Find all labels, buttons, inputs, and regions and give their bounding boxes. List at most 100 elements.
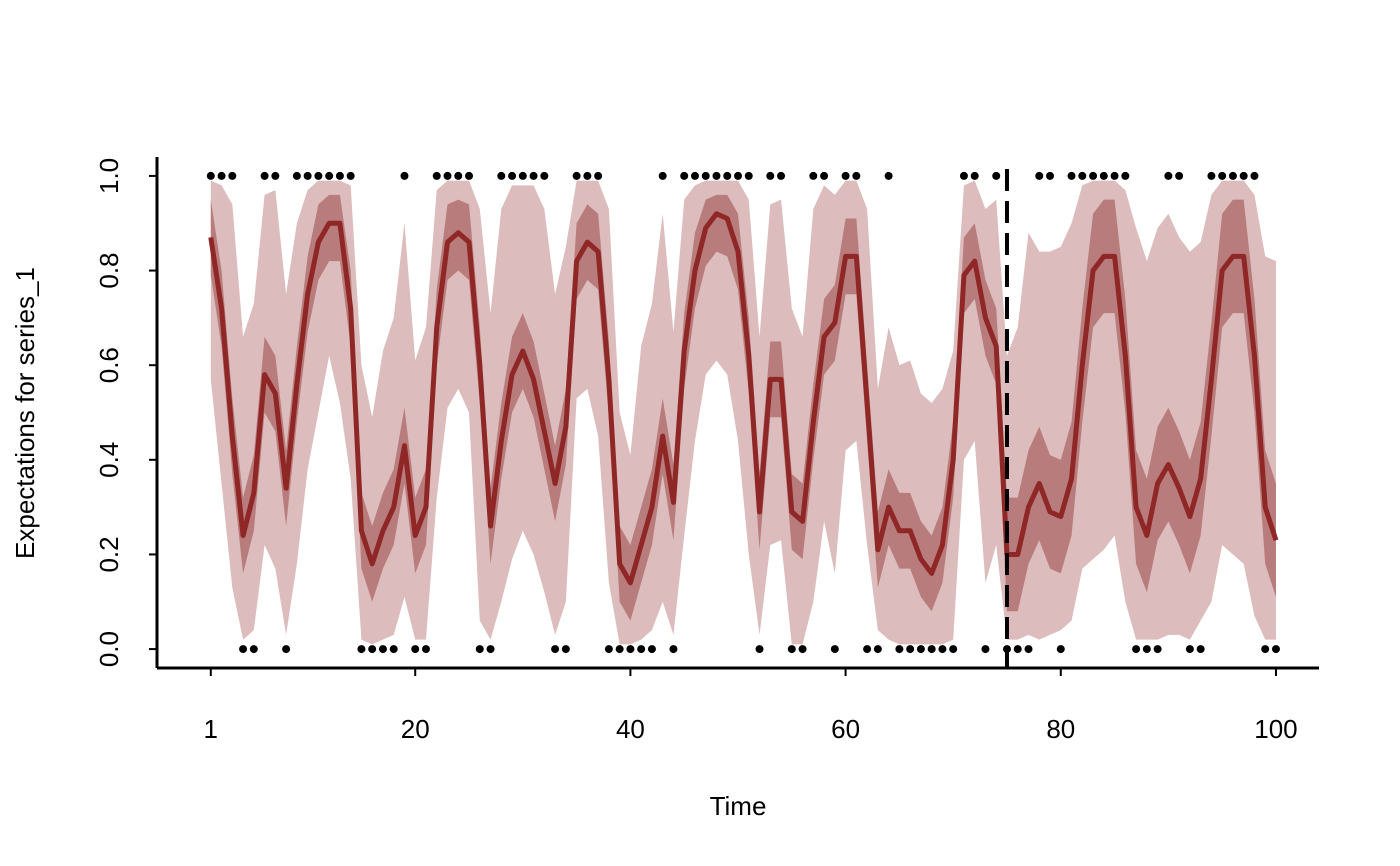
observation-point	[841, 171, 850, 180]
observation-point	[906, 645, 915, 654]
observation-point	[1228, 171, 1237, 180]
observation-point	[292, 171, 301, 180]
observation-point	[239, 645, 248, 654]
observation-point	[959, 171, 968, 180]
observation-point	[604, 645, 613, 654]
observation-point	[1132, 645, 1141, 654]
observation-point	[1239, 171, 1248, 180]
y-tick-label: 0.6	[94, 347, 124, 383]
observation-point	[690, 171, 699, 180]
observation-point	[1099, 171, 1108, 180]
observation-point	[1175, 171, 1184, 180]
observation-point	[916, 645, 925, 654]
observation-point	[658, 171, 667, 180]
observation-point	[873, 645, 882, 654]
observation-point	[497, 171, 506, 180]
observation-point	[1089, 171, 1098, 180]
observation-point	[314, 171, 323, 180]
observation-point	[1153, 645, 1162, 654]
x-tick-label: 40	[616, 714, 645, 744]
observation-point	[346, 171, 355, 180]
observation-point	[540, 171, 549, 180]
observation-point	[518, 171, 527, 180]
observation-point	[551, 645, 560, 654]
observation-point	[1024, 645, 1033, 654]
observation-point	[787, 645, 796, 654]
observation-point	[1142, 645, 1151, 654]
observation-point	[820, 171, 829, 180]
observation-point	[830, 645, 839, 654]
observation-point	[335, 171, 344, 180]
x-axis-title: Time	[710, 791, 767, 821]
observation-point	[626, 645, 635, 654]
observation-point	[1056, 645, 1065, 654]
observation-point	[1121, 171, 1130, 180]
observation-point	[1196, 645, 1205, 654]
observation-point	[432, 171, 441, 180]
observation-point	[895, 645, 904, 654]
observation-point	[1110, 171, 1119, 180]
observation-point	[378, 645, 387, 654]
observation-point	[325, 171, 334, 180]
observation-point	[1035, 171, 1044, 180]
observation-point	[777, 171, 786, 180]
observation-point	[465, 171, 474, 180]
observation-point	[766, 171, 775, 180]
observation-point	[1271, 645, 1280, 654]
observation-point	[529, 171, 538, 180]
x-tick-label: 20	[401, 714, 430, 744]
observation-point	[561, 645, 570, 654]
observation-point	[1250, 171, 1259, 180]
observation-point	[884, 171, 893, 180]
y-tick-label: 0.2	[94, 536, 124, 572]
observation-point	[1067, 171, 1076, 180]
observation-point	[475, 645, 484, 654]
observation-point	[1013, 645, 1022, 654]
observation-point	[271, 171, 280, 180]
observation-point	[744, 171, 753, 180]
x-tick-label: 80	[1046, 714, 1075, 744]
median-line	[208, 211, 1279, 586]
observation-point	[443, 171, 452, 180]
observation-point	[981, 645, 990, 654]
observation-point	[228, 171, 237, 180]
observation-point	[282, 645, 291, 654]
observation-point	[1185, 645, 1194, 654]
observation-point	[949, 645, 958, 654]
observation-point	[734, 171, 742, 180]
observation-point	[798, 645, 807, 654]
observation-point	[583, 171, 592, 180]
observation-point	[1046, 171, 1055, 180]
observation-point	[1261, 645, 1270, 654]
observation-point	[1207, 171, 1216, 180]
quantile-band	[210, 194, 1276, 621]
observation-point	[303, 171, 312, 180]
observation-point	[647, 645, 656, 654]
observation-point	[260, 171, 269, 180]
observation-point	[368, 645, 377, 654]
x-tick-label: 100	[1254, 714, 1297, 744]
observation-point	[927, 645, 936, 654]
x-tick-label: 1	[204, 714, 218, 744]
observation-point	[454, 171, 463, 180]
observation-point	[938, 645, 947, 654]
observation-point	[389, 645, 398, 654]
observation-point	[723, 171, 732, 180]
observation-point	[217, 171, 226, 180]
observation-point	[411, 645, 420, 654]
y-tick-label: 0.4	[94, 442, 124, 478]
observation-point	[400, 171, 409, 180]
observation-point	[637, 645, 646, 654]
observation-point	[970, 171, 979, 180]
observation-point	[1218, 171, 1227, 180]
x-tick-label: 60	[831, 714, 860, 744]
observation-point	[594, 171, 603, 180]
observation-point	[669, 645, 678, 654]
y-tick-label: 1.0	[94, 158, 124, 194]
observation-point	[508, 171, 517, 180]
observation-point	[701, 171, 710, 180]
observation-point	[863, 645, 872, 654]
observation-point	[992, 171, 1001, 180]
observation-point	[1078, 171, 1087, 180]
observation-point	[572, 171, 581, 180]
